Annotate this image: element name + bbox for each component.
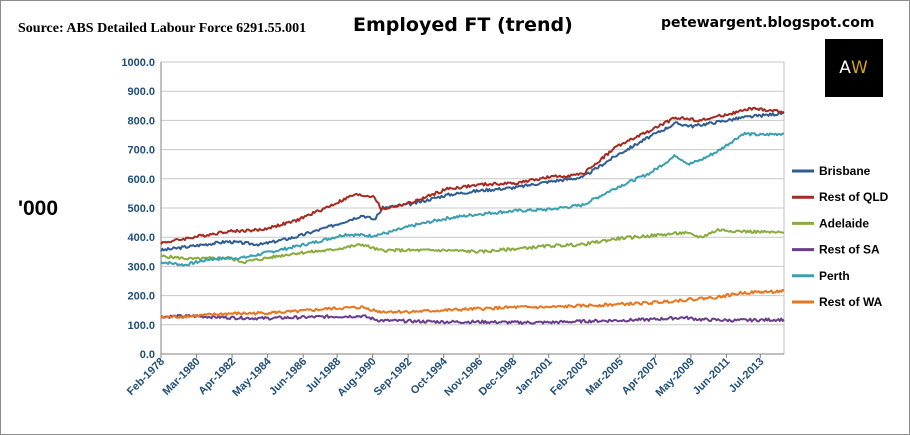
x-tick-label: May-2009 [653, 356, 697, 400]
y-tick-label: 500.0 [127, 203, 155, 215]
chart-title: Employed FT (trend) [353, 14, 573, 36]
series-line-rest-of-qld [160, 106, 785, 245]
y-tick-label: 400.0 [127, 232, 155, 244]
legend-label-perth: Perth [819, 269, 850, 283]
legend-label-rest-of-wa: Rest of WA [819, 295, 883, 309]
aw-logo: AW [825, 39, 883, 97]
logo-letter-a: A [839, 58, 851, 78]
legend-label-brisbane: Brisbane [819, 164, 871, 178]
y-tick-label: 1000.0 [121, 57, 155, 69]
legend-label-rest-of-sa: Rest of SA [819, 243, 880, 257]
y-axis-unit-label: '000 [18, 197, 59, 220]
series-line-rest-of-sa [160, 314, 785, 325]
logo-letter-w: W [850, 58, 869, 78]
x-tick-label: May-1984 [230, 355, 274, 399]
y-tick-label: 0.0 [140, 349, 155, 361]
legend-label-rest-of-qld: Rest of QLD [819, 190, 889, 204]
x-tick-label: Feb-2003 [548, 356, 590, 398]
y-tick-label: 800.0 [127, 115, 155, 127]
series-line-perth [160, 131, 785, 267]
x-tick-label: Sep-1992 [372, 356, 415, 399]
y-tick-label: 200.0 [127, 291, 155, 303]
legend-label-adelaide: Adelaide [819, 216, 869, 230]
x-tick-label: Mar-2005 [584, 356, 626, 398]
x-tick-label: Jun-1986 [267, 356, 309, 398]
x-tick-label: Aug-1990 [335, 356, 379, 400]
x-tick-label: Jun-2011 [691, 356, 733, 398]
x-tick-label: Mar-1980 [160, 356, 202, 398]
x-tick-label: Feb-1978 [125, 356, 167, 398]
blog-url: petewargent.blogspot.com [661, 15, 875, 31]
series-line-brisbane [160, 111, 785, 252]
x-tick-label: Jul-2013 [727, 356, 767, 396]
y-tick-label: 600.0 [127, 174, 155, 186]
y-tick-label: 300.0 [127, 261, 155, 273]
y-tick-label: 900.0 [127, 86, 155, 98]
source-note: Source: ABS Detailed Labour Force 6291.5… [18, 21, 307, 36]
series-line-rest-of-wa [160, 288, 785, 319]
y-tick-label: 100.0 [127, 320, 155, 332]
series-line-adelaide [160, 228, 785, 265]
y-tick-label: 700.0 [127, 145, 155, 157]
